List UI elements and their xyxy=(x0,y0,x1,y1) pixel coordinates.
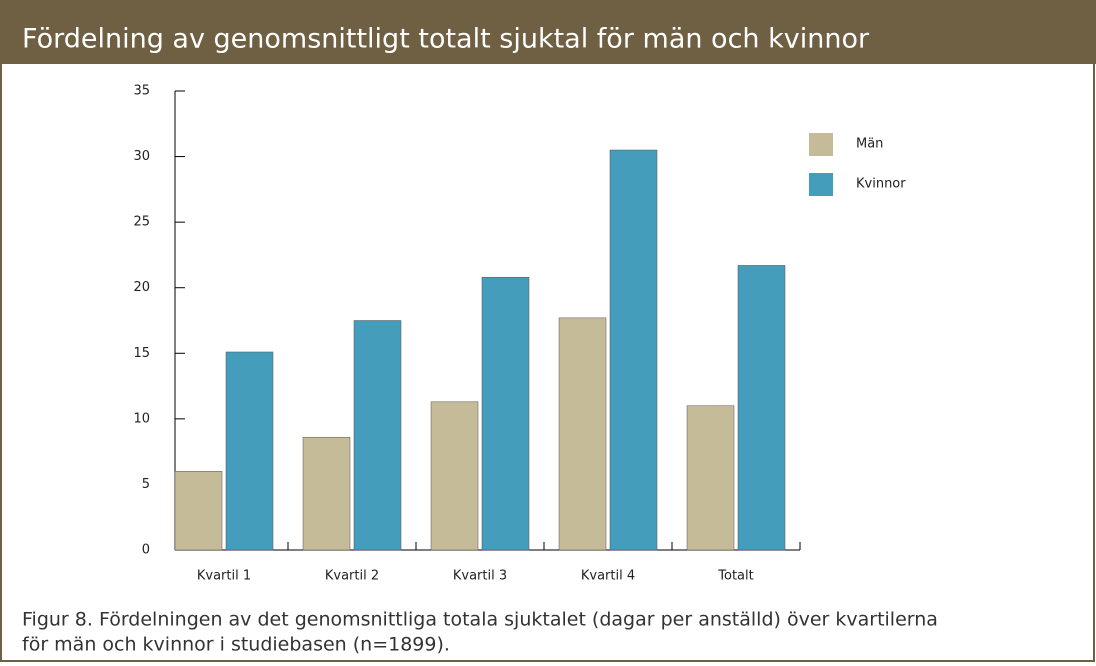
y-tick-label: 15 xyxy=(133,346,150,361)
y-tick-label: 5 xyxy=(142,477,150,492)
legend-swatch xyxy=(809,173,833,196)
bar xyxy=(225,351,274,551)
bar xyxy=(353,320,402,551)
y-tick-label: 10 xyxy=(133,411,150,426)
caption: för män och kvinnor i studiebasen (n=189… xyxy=(22,634,450,656)
legend-label: Kvinnor xyxy=(856,177,906,192)
bar xyxy=(609,149,658,551)
chart-title: Fördelning av genomsnittligt totalt sjuk… xyxy=(22,24,870,55)
bar xyxy=(558,317,607,551)
bar xyxy=(686,405,735,551)
bar xyxy=(737,265,786,551)
legend-label: Män xyxy=(856,137,883,152)
x-tick-label: Kvartil 1 xyxy=(197,569,251,584)
y-tick-label: 30 xyxy=(133,149,150,164)
bar xyxy=(481,276,530,551)
x-tick-label: Kvartil 2 xyxy=(325,569,379,584)
bar xyxy=(302,436,351,551)
x-tick-label: Kvartil 3 xyxy=(453,569,507,584)
y-tick-label: 0 xyxy=(142,543,150,558)
y-tick-label: 20 xyxy=(133,280,150,295)
bar xyxy=(174,471,223,551)
x-tick-label: Totalt xyxy=(717,569,753,584)
caption: Figur 8. Fördelningen av det genomsnittl… xyxy=(22,609,938,631)
legend-swatch xyxy=(809,133,833,156)
y-tick-label: 35 xyxy=(133,84,150,99)
header-bar xyxy=(0,0,1096,64)
x-tick-label: Kvartil 4 xyxy=(581,569,635,584)
y-tick-label: 25 xyxy=(133,215,150,230)
bar xyxy=(430,401,479,551)
